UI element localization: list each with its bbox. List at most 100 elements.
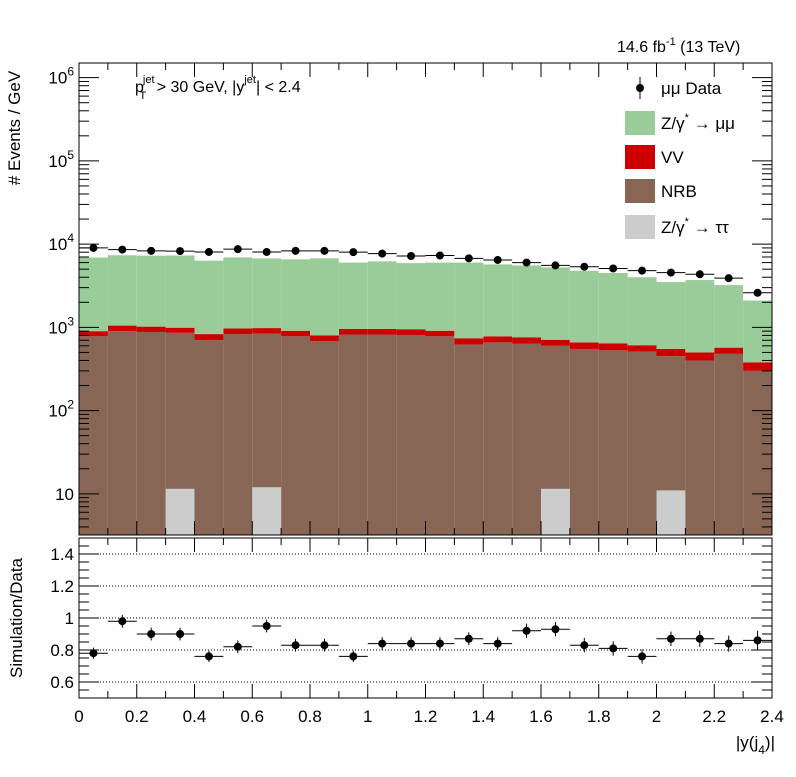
- stacked-histogram: [79, 255, 772, 535]
- data-point: [320, 246, 329, 255]
- stack-bar-z: [281, 259, 310, 331]
- ratio-point: [349, 652, 358, 661]
- stack-bar-vv: [252, 328, 282, 334]
- ratio-y-axis: 0.6 0.8 1 1.2 1.4: [50, 537, 772, 699]
- stack-bar-ztautau: [165, 488, 195, 535]
- ratio-point: [204, 652, 213, 661]
- legend-label: VV: [661, 148, 684, 167]
- stack-bar-nrb: [627, 351, 657, 535]
- stack-bar-z: [541, 267, 570, 340]
- y-tick-label: 105: [48, 148, 74, 171]
- stack-bar-nrb: [107, 331, 137, 535]
- legend-swatch: [625, 179, 655, 203]
- ratio-point: [551, 625, 560, 634]
- data-point: [89, 243, 98, 252]
- ratio-y-tick-label: 0.6: [50, 673, 74, 692]
- stack-bar-vv: [512, 337, 541, 344]
- data-point: [204, 247, 213, 256]
- stack-bar-z: [627, 277, 657, 346]
- stack-bar-z: [569, 270, 599, 343]
- stack-bar-z: [656, 282, 686, 349]
- stack-bar-vv: [367, 328, 397, 335]
- main-y-axis-label: # Events / GeV: [5, 70, 24, 185]
- stack-bar-z: [454, 262, 484, 339]
- stack-bar-vv: [656, 348, 686, 357]
- legend-label: Z/γ* → ττ: [661, 216, 729, 237]
- stack-bar-vv: [107, 325, 137, 332]
- legend-swatch: [625, 145, 655, 169]
- stack-bar-nrb: [569, 348, 599, 535]
- data-point: [378, 249, 387, 258]
- legend: μμ Data Z/γ* → μμ VV NRB Z/γ* → ττ: [625, 77, 735, 239]
- data-point: [638, 266, 647, 275]
- stack-bar-z: [425, 262, 455, 331]
- stack-bar-vv: [598, 343, 628, 351]
- x-tick-label: 0.2: [125, 707, 149, 726]
- luminosity-label: 14.6 fb-1 (13 TeV): [617, 36, 740, 56]
- x-tick-label: 1.4: [471, 707, 495, 726]
- stack-bar-z: [136, 255, 166, 327]
- stack-bar-vv: [483, 336, 513, 343]
- x-axis-label: |y(j4)|: [736, 733, 775, 757]
- ratio-y-tick-label: 1: [65, 609, 74, 628]
- ratio-point: [89, 649, 98, 658]
- ratio-point: [695, 634, 704, 643]
- ratio-y-tick-label: 1.2: [50, 577, 74, 596]
- ratio-point: [493, 639, 502, 648]
- y-tick-label: 102: [48, 398, 74, 421]
- data-point: [349, 248, 358, 257]
- stack-bar-vv: [743, 362, 772, 371]
- ratio-point: [609, 644, 618, 653]
- stack-bar-ztautau: [541, 488, 570, 535]
- data-point: [262, 247, 271, 256]
- x-tick-label: 0.6: [240, 707, 264, 726]
- stack-bar-vv: [223, 328, 253, 335]
- data-point: [666, 268, 675, 277]
- ratio-point: [666, 634, 675, 643]
- stack-bar-nrb: [367, 334, 397, 535]
- ratio-plot: 0.6 0.8 1 1.2 1.4 0 0.2 0.4 0.6 0.8 1 1.2 1.4 1.6 1.8…: [7, 537, 784, 757]
- stack-bar-z: [338, 262, 368, 329]
- x-tick-label: 0.4: [183, 707, 207, 726]
- legend-label: NRB: [661, 182, 697, 201]
- stack-bar-z: [223, 257, 253, 329]
- ratio-point: [147, 630, 156, 638]
- ratio-point: [464, 634, 473, 643]
- x-tick-label: 2: [652, 707, 661, 726]
- ratio-point: [262, 622, 271, 630]
- data-point: [407, 251, 416, 260]
- legend-label: μμ Data: [661, 79, 722, 98]
- stack-bar-z: [396, 263, 426, 330]
- stack-bar-z: [685, 280, 715, 353]
- stack-bar-vv: [627, 345, 657, 352]
- x-tick-label: 2.4: [760, 707, 784, 726]
- stack-bar-vv: [79, 331, 108, 337]
- ratio-point: [176, 630, 185, 638]
- stack-bar-z: [714, 285, 744, 348]
- stack-bar-nrb: [425, 336, 455, 535]
- stack-bar-vv: [281, 330, 310, 337]
- ratio-point: [580, 641, 589, 650]
- ratio-point: [118, 617, 127, 626]
- stack-bar-nrb: [194, 340, 224, 535]
- ratio-points: [79, 614, 772, 664]
- stack-bar-z: [79, 257, 108, 332]
- stack-bar-vv: [136, 326, 166, 332]
- stack-bar-nrb: [598, 350, 628, 535]
- stack-bar-nrb: [396, 334, 426, 535]
- data-point: [493, 255, 502, 264]
- data-point: [233, 245, 242, 254]
- ratio-point: [291, 641, 300, 650]
- ratio-point: [378, 639, 387, 648]
- data-point: [551, 261, 560, 270]
- main-y-axis: 10 102 103 104 105 106: [48, 65, 772, 528]
- data-point: [522, 258, 531, 267]
- y-tick-label: 106: [48, 65, 74, 88]
- ratio-point: [233, 642, 242, 651]
- legend-swatch: [625, 111, 655, 135]
- data-point: [291, 246, 300, 255]
- stack-bar-vv: [541, 339, 570, 346]
- cut-label: pjet T > 30 GeV, |yjet| < 2.4: [135, 74, 301, 102]
- stack-bar-nrb: [310, 341, 339, 535]
